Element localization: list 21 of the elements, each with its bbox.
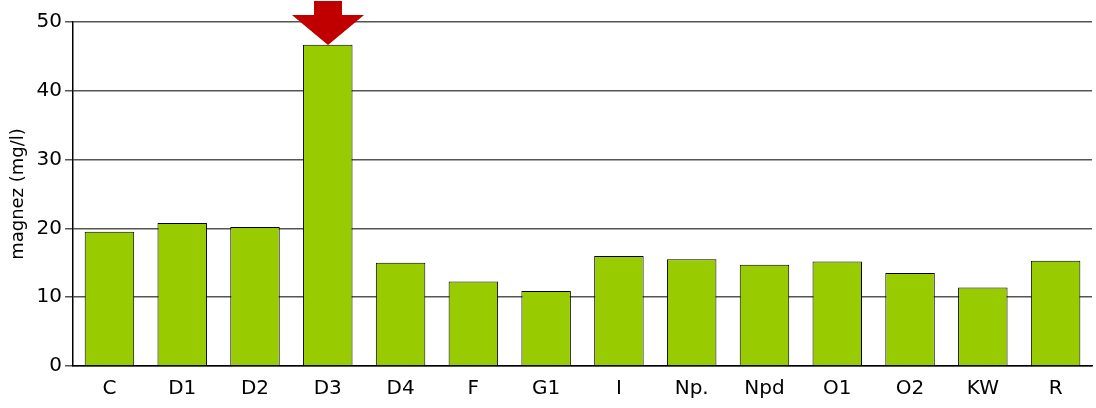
x-tick-label: O2 [895, 375, 925, 400]
x-tick-label: KW [966, 375, 1000, 400]
y-tick-label: 50 [36, 8, 63, 33]
x-tick-label: Np. [674, 375, 709, 400]
x-tick-label: G1 [532, 375, 561, 400]
x-tick-label: D3 [313, 375, 342, 400]
x-tick-label: D2 [240, 375, 270, 400]
y-tick-label: 40 [36, 77, 63, 101]
y-tick-label: 0 [49, 352, 63, 377]
x-tick-label: I [615, 375, 622, 400]
x-tick-label: C [102, 375, 117, 400]
x-tick-label: D1 [168, 375, 197, 400]
y-axis-title: magnez (mg/l) [6, 128, 28, 260]
x-tick-label: F [467, 375, 480, 400]
x-tick-label: O1 [823, 375, 852, 400]
y-tick-label: 20 [36, 214, 63, 239]
x-tick-label: D4 [386, 375, 415, 400]
y-tick-label: 10 [36, 283, 63, 308]
y-tick-label: 30 [36, 145, 63, 170]
x-tick-label: R [1048, 375, 1063, 400]
x-tick-label: Npd [744, 375, 785, 400]
